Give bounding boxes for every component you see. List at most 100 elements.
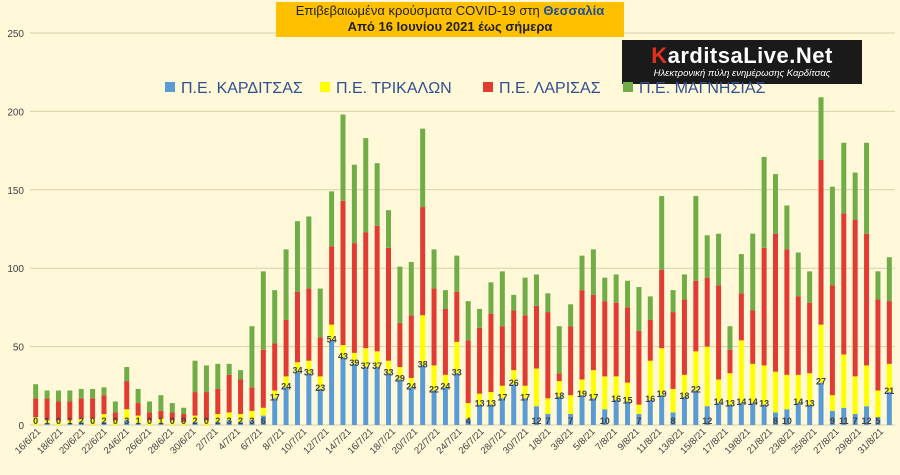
karditsa-value-label: 17 <box>497 392 507 402</box>
legend-item-karditsa: Π.Ε. ΚΑΡΔΙΤΣΑΣ <box>165 80 303 98</box>
bar-karditsa <box>431 390 437 425</box>
bar-trikala <box>477 393 483 405</box>
bar-magnisia <box>238 370 244 380</box>
bar-trikala <box>852 376 858 415</box>
legend-item-larisa: Π.Ε. ΛΑΡΙΣΑΣ <box>483 80 601 98</box>
karditsa-value-label: 26 <box>509 378 519 388</box>
bar-larisa <box>829 285 835 396</box>
karditsa-value-label: 17 <box>588 392 598 402</box>
bar-trikala <box>181 421 187 425</box>
legend-swatch <box>320 82 330 92</box>
karditsa-value-label: 33 <box>452 367 462 377</box>
bar-magnisia <box>363 138 369 233</box>
bar-larisa <box>818 160 824 325</box>
bar-trikala <box>693 351 699 391</box>
bar-magnisia <box>807 271 813 303</box>
bar-larisa <box>807 302 813 374</box>
bar-trikala <box>169 420 175 425</box>
karditsa-value-label: 39 <box>349 358 359 368</box>
bar-larisa <box>602 301 608 377</box>
karditsa-value-label: 10 <box>600 416 610 426</box>
title-prefix: Επιβεβαιωμένα κρούσματα COVID-19 στη <box>295 3 544 18</box>
karditsa-value-label: 12 <box>531 416 541 426</box>
bar-karditsa <box>397 379 403 425</box>
bar-larisa <box>283 319 289 377</box>
bar-trikala <box>329 324 335 341</box>
bar-trikala <box>659 348 665 396</box>
bar-karditsa <box>784 409 790 425</box>
bar-karditsa <box>135 423 141 425</box>
bar-larisa <box>522 315 528 386</box>
bar-larisa <box>716 285 722 380</box>
bar-larisa <box>681 299 687 375</box>
bar-larisa <box>693 280 699 352</box>
bar-larisa <box>386 247 392 361</box>
bar-trikala <box>67 420 73 424</box>
bar-magnisia <box>579 255 585 291</box>
karditsa-value-label: 4 <box>466 416 471 426</box>
title-line-2: Από 16 Ιουνίου 2021 έως σήμερα <box>347 19 553 34</box>
karditsa-value-label: 16 <box>645 394 655 404</box>
bar-magnisia <box>465 301 471 341</box>
bar-trikala <box>454 341 460 374</box>
bar-larisa <box>124 381 130 410</box>
bar-karditsa <box>522 398 528 425</box>
bar-trikala <box>829 395 835 411</box>
y-tick-label: 50 <box>13 343 25 354</box>
karditsa-value-label: 3 <box>124 416 129 426</box>
legend-swatch <box>623 82 633 92</box>
bar-larisa <box>226 374 232 413</box>
bar-trikala <box>112 420 118 425</box>
bar-larisa <box>647 319 653 361</box>
bar-trikala <box>579 379 585 396</box>
bar-magnisia <box>602 277 608 302</box>
bar-larisa <box>875 299 881 391</box>
bar-larisa <box>33 398 39 418</box>
x-tick-label: 1/8/21 <box>527 426 553 452</box>
bar-trikala <box>602 376 608 410</box>
bar-trikala <box>374 351 380 367</box>
bar-karditsa <box>488 404 494 425</box>
bar-magnisia <box>192 360 198 393</box>
bar-karditsa <box>294 371 300 425</box>
karditsa-value-label: 3 <box>249 416 254 426</box>
bar-larisa <box>147 412 153 421</box>
bar-larisa <box>852 219 858 377</box>
logo-tagline: Ηλεκτρονική πύλη ενημέρωσης Καρδίτσας <box>653 68 831 79</box>
karditsa-value-label: 38 <box>418 359 428 369</box>
bar-karditsa <box>283 387 289 425</box>
bar-larisa <box>431 288 437 366</box>
bar-larisa <box>613 302 619 377</box>
bar-magnisia <box>169 403 175 413</box>
karditsa-value-label: 0 <box>90 416 95 426</box>
bar-trikala <box>386 360 392 374</box>
bar-karditsa <box>363 366 369 425</box>
bar-karditsa <box>647 399 653 425</box>
bar-larisa <box>533 305 539 369</box>
bar-larisa <box>112 412 118 421</box>
bar-larisa <box>864 233 870 366</box>
bar-karditsa <box>374 366 380 425</box>
karditsa-value-label: 0 <box>113 416 118 426</box>
bar-karditsa <box>795 403 801 425</box>
bar-karditsa <box>556 396 562 425</box>
bar-magnisia <box>681 274 687 300</box>
bar-magnisia <box>101 387 107 396</box>
karditsa-value-label: 2 <box>215 416 220 426</box>
bar-larisa <box>260 349 266 408</box>
bar-trikala <box>761 365 767 405</box>
y-tick-label: 0 <box>18 421 24 432</box>
bar-larisa <box>351 243 357 353</box>
bar-magnisia <box>317 288 323 338</box>
karditsa-value-label: 14 <box>748 397 758 407</box>
bar-larisa <box>477 327 483 394</box>
bar-karditsa <box>864 406 870 425</box>
karditsa-value-label: 3 <box>227 416 232 426</box>
bar-karditsa <box>351 363 357 425</box>
bar-larisa <box>784 249 790 375</box>
bar-larisa <box>772 233 778 372</box>
karditsa-value-label: 10 <box>782 416 792 426</box>
karditsa-value-label: 13 <box>475 399 485 409</box>
bar-karditsa <box>841 407 847 425</box>
